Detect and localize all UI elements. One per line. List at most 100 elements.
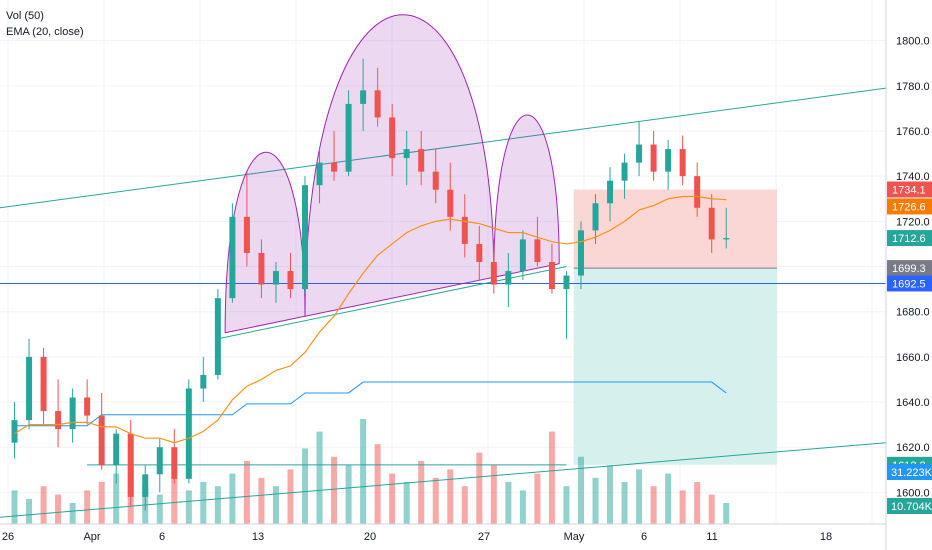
volume-bar	[258, 477, 265, 524]
volume-bar	[723, 503, 730, 524]
time-tick-label: Apr	[83, 531, 100, 543]
candle-body	[490, 262, 497, 285]
candle-body	[548, 262, 555, 290]
candle-body	[142, 474, 149, 497]
candle-body	[127, 433, 134, 497]
candle-body	[636, 144, 643, 163]
candle-body	[156, 447, 163, 475]
time-tick-label: 11	[706, 531, 717, 543]
volume-ma-line	[14, 381, 727, 427]
legend-ema[interactable]: EMA (20, close)	[6, 26, 84, 38]
time-tick-label: May	[564, 531, 585, 543]
price-tick-label: 1600.0	[896, 487, 930, 499]
candle-body	[171, 447, 178, 479]
candle-body	[26, 356, 33, 421]
price-badge	[887, 275, 932, 292]
channel-lower-line	[0, 442, 887, 518]
price-badge	[887, 230, 932, 247]
candle-body	[200, 374, 207, 389]
candle-body	[185, 388, 192, 479]
volume-bar	[563, 486, 570, 524]
candle-body	[650, 144, 657, 172]
price-tick-label: 1740.0	[896, 171, 930, 183]
volume-bar	[534, 473, 541, 524]
legend-vol[interactable]: Vol (50)	[6, 10, 44, 22]
volume-bar	[476, 452, 483, 524]
volume-bar	[679, 490, 686, 524]
candle-body	[723, 238, 730, 240]
volume-bar	[331, 456, 338, 524]
candle-body	[287, 271, 294, 290]
candle-body	[665, 149, 672, 172]
candle-body	[11, 420, 18, 443]
price-tick-label: 1800.0	[896, 36, 930, 48]
volume-bar	[650, 486, 657, 524]
candle-body	[476, 243, 483, 262]
candle-body	[316, 162, 323, 186]
volume-bar	[694, 482, 701, 524]
price-tick-label: 1660.0	[896, 352, 930, 364]
candle-body	[55, 411, 62, 430]
volume-bar	[432, 477, 439, 524]
candle-body	[621, 162, 628, 181]
time-tick-label: 27	[478, 531, 490, 543]
candle-body	[243, 216, 250, 253]
candle-body	[84, 397, 91, 416]
price-tick-label: 1720.0	[896, 216, 930, 228]
volume-bar	[403, 482, 410, 524]
candle-body	[447, 189, 454, 217]
indicator-legend: Vol (50) EMA (20, close)	[6, 8, 84, 40]
candle-body	[374, 90, 381, 118]
channel-upper-line	[0, 87, 887, 209]
time-tick-label: 26	[2, 531, 14, 543]
volume-badge-label: 10.704K	[891, 501, 932, 513]
price-tick-label: 1620.0	[896, 442, 930, 454]
volume-badge	[887, 498, 932, 514]
candle-body	[214, 298, 221, 375]
candle-body	[679, 149, 686, 177]
volume-bar	[156, 494, 163, 524]
volume-bar	[98, 482, 105, 524]
time-tick-label: 13	[252, 531, 264, 543]
candle-body	[577, 230, 584, 276]
volume-bar	[55, 494, 62, 524]
candle-body	[505, 271, 512, 285]
volume-bar	[171, 477, 178, 524]
volume-bar	[505, 482, 512, 524]
volume-bar	[185, 490, 192, 524]
volume-bar	[577, 456, 584, 524]
volume-bar	[229, 473, 236, 524]
candles	[11, 58, 730, 511]
volume-bar	[11, 490, 18, 524]
price-badge-label: 1712.6	[892, 233, 926, 245]
position-zones	[573, 189, 778, 465]
time-tick-label: 20	[364, 531, 376, 543]
price-badge-label: 1734.1	[892, 184, 926, 196]
candle-body	[461, 216, 468, 244]
volume-bar	[708, 494, 715, 524]
candle-body	[302, 185, 309, 290]
volume-bar	[607, 465, 614, 524]
price-tick-label: 1760.0	[896, 126, 930, 138]
volume-bar	[461, 486, 468, 524]
volume-bar	[287, 469, 294, 524]
volume-bar	[200, 482, 207, 524]
volume-bar	[636, 469, 643, 524]
candle-body	[40, 356, 47, 412]
time-tick-label: 6	[641, 531, 647, 543]
price-badge	[887, 181, 932, 198]
candle-body	[519, 239, 526, 272]
candle-body	[229, 216, 236, 299]
volume-bar	[316, 431, 323, 524]
price-tick-label: 1780.0	[896, 81, 930, 93]
drawings	[0, 14, 887, 518]
time-tick-label: 18	[820, 531, 832, 543]
candle-body	[113, 433, 120, 466]
right-shoulder	[493, 114, 560, 278]
price-badge-label: 1699.3	[892, 263, 926, 275]
candle-body	[563, 275, 570, 290]
candle-body	[432, 171, 439, 190]
candle-body	[418, 149, 425, 172]
time-tick-label: 6	[159, 531, 165, 543]
